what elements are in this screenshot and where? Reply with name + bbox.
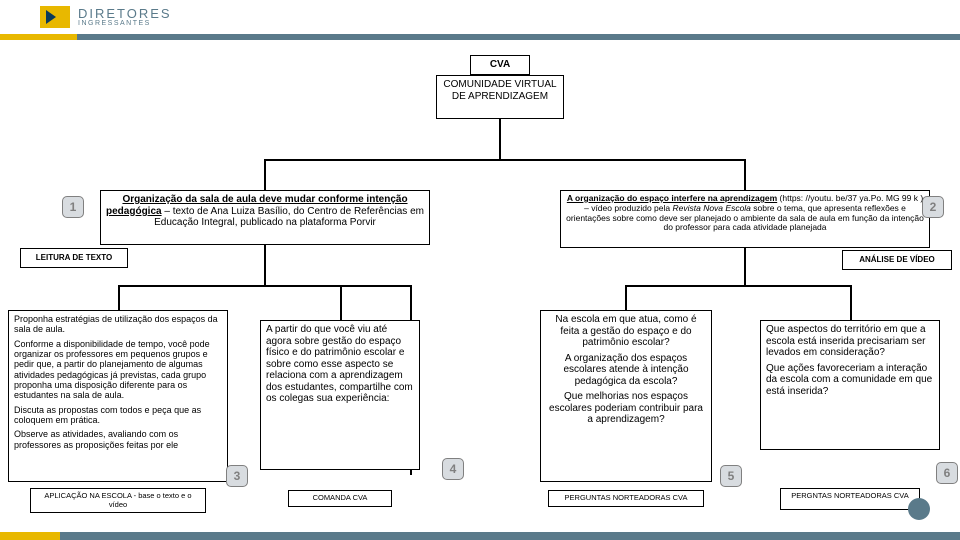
b3-p3: Discuta as propostas com todos e peça qu… [14,405,222,426]
l2-right-url: (https: //youtu. be/37 ya.Po. MG 99 k ) [780,193,924,203]
level2-right-box: A organização do espaço interfere na apr… [560,190,930,248]
badge-6: 6 [936,462,958,484]
b3-tag-text: APLICAÇÃO NA ESCOLA - base o texto e o v… [44,491,191,509]
root-main-box: COMUNIDADE VIRTUAL DE APRENDIZAGEM [436,75,564,119]
badge-5: 5 [720,465,742,487]
logo-main: DIRETORES [78,6,172,21]
b6-p1: Que aspectos do território em que a esco… [766,324,934,359]
b6-p2: Que ações favoreceriam a interação da es… [766,363,934,398]
logo: DIRETORES INGRESSANTES [40,6,172,28]
b3-p2: Conforme a disponibilidade de tempo, voc… [14,339,222,401]
footer-dot-icon [908,498,930,520]
b3-p1: Proponha estratégias de utilização dos e… [14,314,222,335]
badge-1-num: 1 [70,200,77,214]
l2-right-tag-text: ANÁLISE DE VÍDEO [859,255,935,264]
l2-right-r1: – vídeo produzido pela [584,203,672,213]
b5-p2: A organização dos espaços escolares aten… [546,353,706,388]
badge-3: 3 [226,465,248,487]
badge-5-num: 5 [728,469,735,483]
l2-left-tag-text: LEITURA DE TEXTO [36,253,112,262]
root-cva-text: CVA [490,59,510,70]
header-stripe [0,34,960,40]
b4-tag-text: COMANDA CVA [313,493,368,502]
level2-left-tag: LEITURA DE TEXTO [20,248,128,268]
l2-right-link: A organização do espaço interfere na apr… [567,193,777,203]
b4-text: A partir do que você viu até agora sobre… [266,324,413,404]
header: DIRETORES INGRESSANTES [0,0,960,40]
l2-left-rest: – texto de Ana Luiza Basílio, do Centro … [154,206,424,229]
root-main-text: COMUNIDADE VIRTUAL DE APRENDIZAGEM [443,79,556,102]
badge-6-num: 6 [944,466,951,480]
box-6-tag: PERGNTAS NORTEADORAS CVA [780,488,920,510]
logo-sub: INGRESSANTES [78,20,172,27]
level2-right-tag: ANÁLISE DE VÍDEO [842,250,952,270]
box-5: Na escola em que atua, como é feita a ge… [540,310,712,482]
b5-p3: Que melhorias nos espaços escolares pode… [546,391,706,426]
box-5-tag: PERGUNTAS NORTEADORAS CVA [548,490,704,507]
logo-text: DIRETORES INGRESSANTES [78,7,172,27]
b6-tag-text: PERGNTAS NORTEADORAS CVA [791,491,909,500]
badge-4: 4 [442,458,464,480]
badge-3-num: 3 [234,469,241,483]
box-3: Proponha estratégias de utilização dos e… [8,310,228,482]
box-3-tag: APLICAÇÃO NA ESCOLA - base o texto e o v… [30,488,206,513]
root-cva-label: CVA [470,55,530,75]
box-4-tag: COMANDA CVA [288,490,392,507]
level2-left-box: Organização da sala de aula deve mudar c… [100,190,430,245]
l2-right-italic: Revista Nova Escola [672,203,750,213]
badge-1: 1 [62,196,84,218]
badge-2: 2 [922,196,944,218]
arrow-logo-icon [40,6,70,28]
badge-4-num: 4 [450,462,457,476]
footer-bar [0,532,960,540]
badge-2-num: 2 [930,200,937,214]
box-6: Que aspectos do território em que a esco… [760,320,940,450]
b5-p1: Na escola em que atua, como é feita a ge… [546,314,706,349]
b3-p4: Observe as atividades, avaliando com os … [14,429,222,450]
box-4: A partir do que você viu até agora sobre… [260,320,420,470]
b5-tag-text: PERGUNTAS NORTEADORAS CVA [565,493,688,502]
